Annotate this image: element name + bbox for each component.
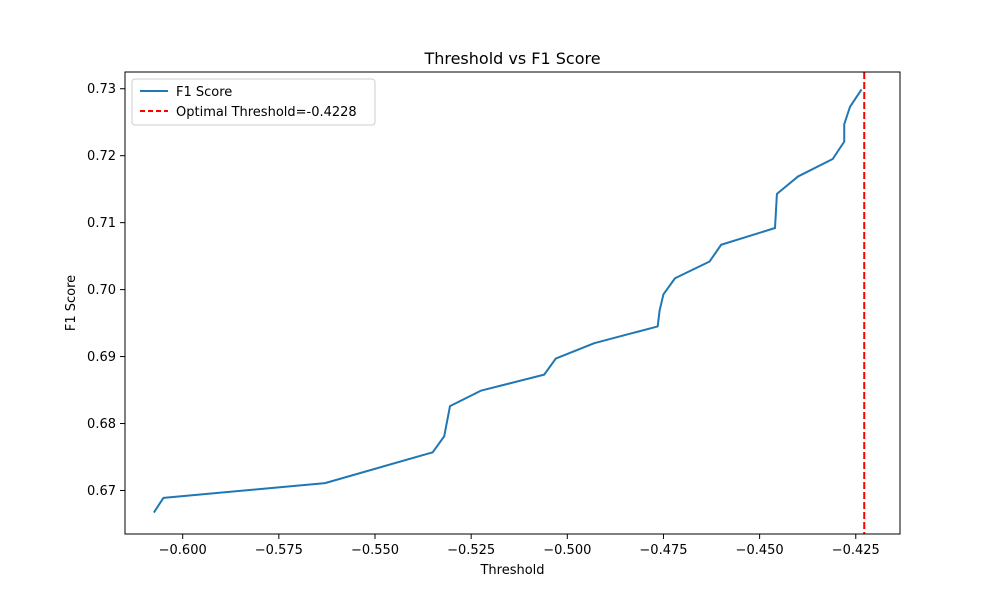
y-tick-label: 0.71 xyxy=(87,216,116,231)
plot-area xyxy=(153,72,866,534)
y-tick-label: 0.73 xyxy=(87,82,116,97)
series-line-f1-score xyxy=(153,88,863,514)
x-axis: −0.600 −0.575 −0.550 −0.525 −0.500 −0.475 −0.4… xyxy=(159,534,880,558)
y-axis-title: F1 Score xyxy=(64,275,79,331)
chart-title: Threshold vs F1 Score xyxy=(423,49,600,68)
legend: F1 Score Optimal Threshold=-0.4228 xyxy=(131,78,376,126)
legend-label-f1-score: F1 Score xyxy=(176,85,232,100)
y-tick-label: 0.70 xyxy=(87,283,116,298)
y-tick-label: 0.68 xyxy=(87,417,116,432)
x-axis-title: Threshold xyxy=(479,563,544,578)
legend-box xyxy=(131,78,376,126)
y-tick-label: 0.72 xyxy=(87,149,116,164)
legend-label-optimal-threshold: Optimal Threshold=-0.4228 xyxy=(176,105,357,120)
x-tick-label: −0.475 xyxy=(639,543,687,558)
x-tick-label: −0.550 xyxy=(351,543,399,558)
x-tick-label: −0.450 xyxy=(736,543,784,558)
axes-frame xyxy=(124,71,901,535)
y-tick-label: 0.69 xyxy=(87,350,116,365)
x-tick-label: −0.525 xyxy=(447,543,495,558)
y-axis: 0.67 0.68 0.69 0.70 0.71 0.72 0.73 xyxy=(87,82,125,499)
x-tick-label: −0.500 xyxy=(543,543,591,558)
y-tick-label: 0.67 xyxy=(87,484,116,499)
x-tick-label: −0.575 xyxy=(255,543,303,558)
x-tick-label: −0.600 xyxy=(159,543,207,558)
x-tick-label: −0.425 xyxy=(832,543,880,558)
